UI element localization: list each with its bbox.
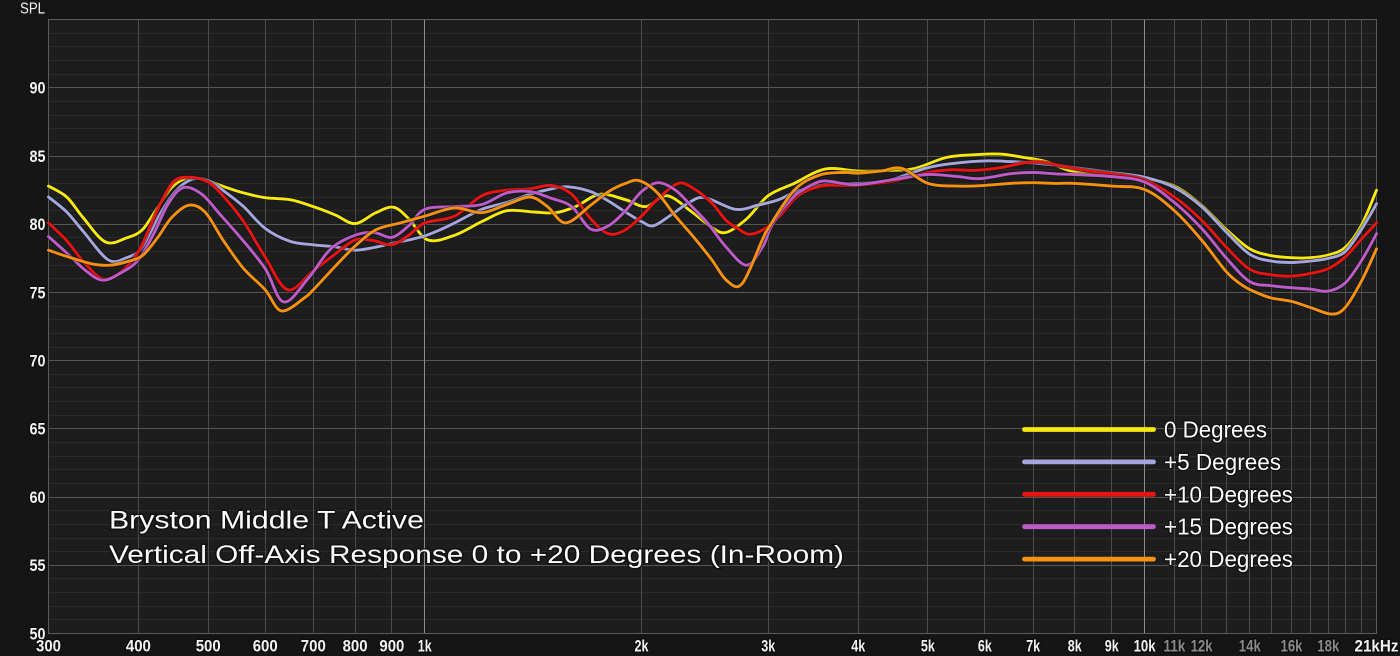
svg-text:4k: 4k [851, 638, 866, 656]
svg-text:400: 400 [126, 638, 151, 656]
svg-text:18k: 18k [1317, 638, 1340, 656]
svg-text:80: 80 [30, 216, 46, 234]
svg-text:75: 75 [30, 284, 46, 302]
svg-text:3k: 3k [761, 638, 776, 656]
svg-text:800: 800 [343, 638, 368, 656]
svg-text:300: 300 [36, 638, 61, 656]
svg-text:55: 55 [30, 557, 46, 575]
svg-text:+5 Degrees: +5 Degrees [1164, 449, 1281, 475]
svg-text:10k: 10k [1134, 638, 1157, 656]
svg-text:9k: 9k [1105, 638, 1120, 656]
svg-text:+20 Degrees: +20 Degrees [1164, 546, 1293, 572]
svg-text:SPL: SPL [20, 1, 45, 18]
svg-text:2k: 2k [635, 638, 650, 656]
svg-text:7k: 7k [1026, 638, 1041, 656]
svg-text:+10 Degrees: +10 Degrees [1164, 481, 1293, 507]
svg-text:1k: 1k [418, 638, 433, 656]
svg-text:500: 500 [196, 638, 221, 656]
svg-text:70: 70 [30, 353, 46, 371]
svg-text:21kHz: 21kHz [1355, 638, 1399, 656]
svg-text:900: 900 [379, 638, 404, 656]
svg-text:Bryston Middle T Active: Bryston Middle T Active [109, 507, 424, 535]
svg-text:14k: 14k [1239, 638, 1262, 656]
svg-text:5k: 5k [921, 638, 936, 656]
svg-text:85: 85 [30, 148, 46, 166]
svg-text:90: 90 [30, 80, 46, 98]
svg-text:16k: 16k [1281, 638, 1304, 656]
svg-text:0 Degrees: 0 Degrees [1164, 417, 1267, 443]
svg-text:6k: 6k [978, 638, 993, 656]
svg-text:50: 50 [30, 625, 46, 643]
svg-text:600: 600 [253, 638, 278, 656]
svg-text:65: 65 [30, 421, 46, 439]
svg-text:700: 700 [301, 638, 326, 656]
svg-text:+15 Degrees: +15 Degrees [1164, 514, 1293, 540]
svg-text:Vertical Off-Axis Response 0 t: Vertical Off-Axis Response 0 to +20 Degr… [109, 541, 844, 569]
svg-text:12k: 12k [1191, 638, 1214, 656]
svg-text:11k: 11k [1163, 638, 1186, 656]
svg-text:8k: 8k [1068, 638, 1083, 656]
svg-text:60: 60 [30, 489, 46, 507]
